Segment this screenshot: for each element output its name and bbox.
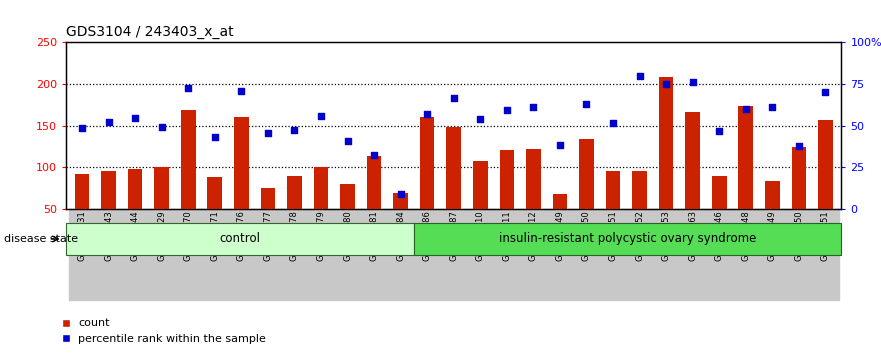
Point: [792, 144, 806, 149]
Bar: [606, 171, 620, 209]
Point: [580, 101, 594, 107]
Point: [261, 130, 275, 136]
Point: [234, 88, 248, 93]
Bar: [812, 209, 839, 300]
Bar: [307, 209, 334, 300]
Bar: [440, 209, 467, 300]
Text: control: control: [219, 233, 261, 245]
Point: [420, 111, 434, 117]
Point: [447, 95, 461, 101]
Bar: [493, 209, 520, 300]
Bar: [148, 209, 175, 300]
Bar: [122, 209, 148, 300]
Bar: [626, 209, 653, 300]
Point: [181, 85, 196, 91]
Bar: [738, 106, 753, 209]
Point: [367, 152, 381, 158]
Point: [394, 191, 408, 197]
Bar: [413, 223, 841, 255]
Bar: [546, 209, 574, 300]
Point: [818, 90, 833, 95]
Bar: [526, 149, 541, 209]
Text: insulin-resistant polycystic ovary syndrome: insulin-resistant polycystic ovary syndr…: [499, 233, 756, 245]
Point: [208, 135, 222, 140]
Legend: count, percentile rank within the sample: count, percentile rank within the sample: [58, 314, 270, 348]
Point: [766, 104, 780, 109]
Bar: [393, 193, 408, 209]
Bar: [128, 169, 143, 209]
Point: [685, 79, 700, 84]
Bar: [101, 171, 116, 209]
Bar: [633, 171, 647, 209]
Bar: [520, 209, 546, 300]
Bar: [154, 167, 169, 209]
Bar: [653, 209, 679, 300]
Bar: [818, 120, 833, 209]
Bar: [786, 209, 812, 300]
Point: [128, 115, 142, 121]
Bar: [66, 223, 413, 255]
Bar: [765, 181, 780, 209]
Bar: [361, 209, 388, 300]
Point: [739, 106, 753, 112]
Bar: [234, 118, 248, 209]
Bar: [75, 174, 89, 209]
Point: [500, 107, 514, 113]
Bar: [95, 209, 122, 300]
Bar: [175, 209, 202, 300]
Bar: [791, 147, 806, 209]
Point: [75, 125, 89, 131]
Bar: [447, 127, 461, 209]
Point: [712, 129, 726, 134]
Bar: [207, 177, 222, 209]
Text: disease state: disease state: [4, 234, 78, 244]
Bar: [712, 176, 727, 209]
Bar: [281, 209, 307, 300]
Bar: [181, 110, 196, 209]
Bar: [759, 209, 786, 300]
Bar: [202, 209, 228, 300]
Bar: [414, 209, 440, 300]
Point: [473, 116, 487, 122]
Bar: [574, 209, 600, 300]
Point: [526, 104, 540, 110]
Point: [287, 127, 301, 133]
Bar: [679, 209, 706, 300]
Bar: [261, 188, 275, 209]
Bar: [228, 209, 255, 300]
Bar: [732, 209, 759, 300]
Bar: [579, 139, 594, 209]
Bar: [255, 209, 281, 300]
Point: [101, 119, 115, 124]
Bar: [69, 209, 95, 300]
Point: [659, 81, 673, 87]
Point: [553, 142, 567, 148]
Point: [314, 113, 328, 119]
Bar: [334, 209, 361, 300]
Bar: [706, 209, 732, 300]
Point: [606, 120, 620, 126]
Bar: [659, 76, 673, 209]
Bar: [287, 176, 301, 209]
Bar: [314, 167, 329, 209]
Bar: [420, 116, 434, 209]
Bar: [685, 112, 700, 209]
Text: GDS3104 / 243403_x_at: GDS3104 / 243403_x_at: [66, 25, 233, 39]
Point: [340, 139, 354, 144]
Bar: [340, 184, 355, 209]
Point: [154, 125, 168, 130]
Bar: [388, 209, 414, 300]
Bar: [600, 209, 626, 300]
Bar: [473, 161, 487, 209]
Bar: [500, 150, 515, 209]
Point: [633, 73, 647, 79]
Bar: [467, 209, 493, 300]
Bar: [366, 156, 381, 209]
Bar: [552, 194, 567, 209]
